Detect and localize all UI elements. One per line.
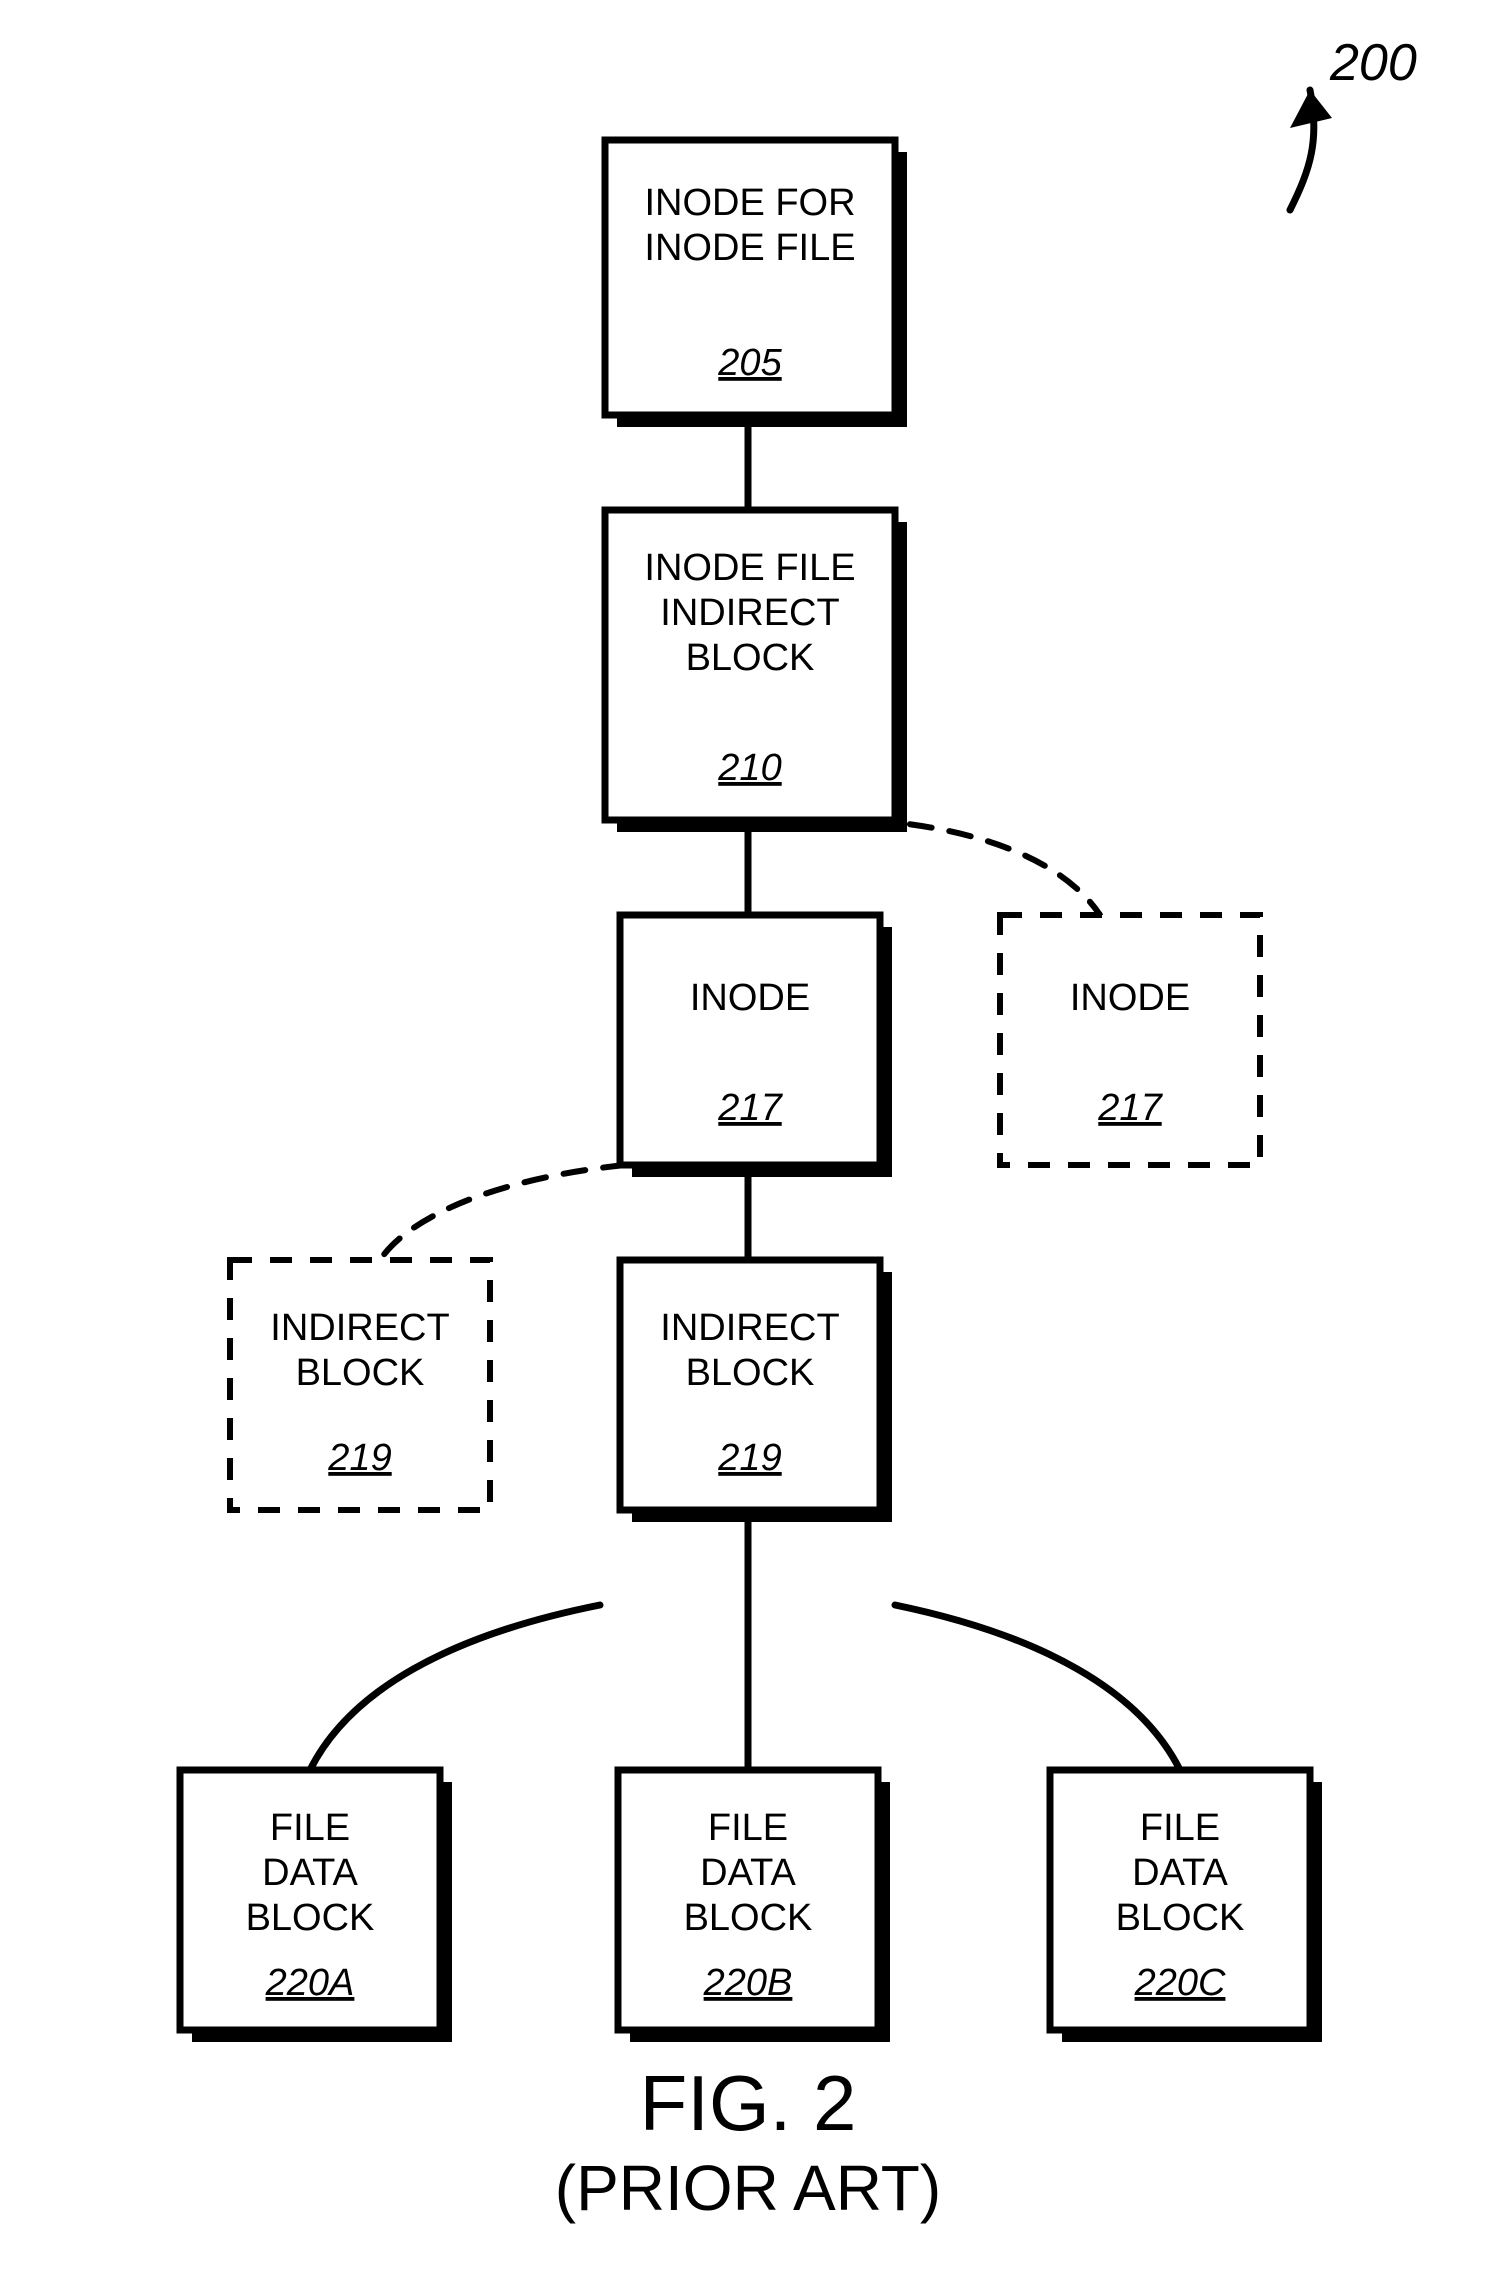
node-n205: INODE FORINODE FILE 205 <box>605 140 907 427</box>
figure-refnum: 200 <box>1329 34 1417 92</box>
node-label: FILE <box>270 1807 350 1849</box>
node-refnum: 220A <box>265 1962 355 2004</box>
node-label: BLOCK <box>686 1352 815 1394</box>
node-n217: INODE 217 <box>620 915 892 1177</box>
node-label: BLOCK <box>246 1897 375 1939</box>
node-refnum: 205 <box>717 342 782 384</box>
node-n219: INDIRECTBLOCK 219 <box>620 1260 892 1522</box>
node-label: INODE FILE <box>644 227 855 269</box>
node-refnum: 220B <box>703 1962 793 2004</box>
node-refnum: 210 <box>717 747 781 789</box>
node-label: FILE <box>708 1807 788 1849</box>
node-refnum: 220C <box>1134 1962 1226 2004</box>
node-label: DATA <box>1132 1852 1228 1894</box>
figure-subtitle: (PRIOR ART) <box>555 2152 941 2224</box>
pointer-arrowhead <box>1290 90 1332 128</box>
node-n220a: FILEDATABLOCK 220A <box>180 1770 452 2042</box>
node-label: INDIRECT <box>270 1307 449 1349</box>
node-label: BLOCK <box>686 637 815 679</box>
node-refnum: 219 <box>327 1437 391 1479</box>
edge-dashed <box>380 1165 625 1260</box>
node-label: BLOCK <box>684 1897 813 1939</box>
figure-caption: FIG. 2(PRIOR ART) <box>555 2059 941 2224</box>
node-n219d: INDIRECTBLOCK 219 <box>230 1260 490 1510</box>
figure-pointer: 200 <box>1290 34 1417 210</box>
node-label: INODE FOR <box>644 182 855 224</box>
node-label: BLOCK <box>1116 1897 1245 1939</box>
node-label: INODE <box>690 977 810 1019</box>
node-label: INODE FILE <box>644 547 855 589</box>
edge-solid <box>310 1605 600 1770</box>
figure-title: FIG. 2 <box>640 2059 857 2147</box>
edge-dashed <box>870 820 1100 915</box>
node-n217d: INODE 217 <box>1000 915 1260 1165</box>
node-label: BLOCK <box>296 1352 425 1394</box>
node-n220c: FILEDATABLOCK 220C <box>1050 1770 1322 2042</box>
node-label: INDIRECT <box>660 592 839 634</box>
edge-solid <box>895 1605 1180 1770</box>
node-label: FILE <box>1140 1807 1220 1849</box>
node-label: DATA <box>262 1852 358 1894</box>
node-label: INDIRECT <box>660 1307 839 1349</box>
node-n210: INODE FILEINDIRECTBLOCK 210 <box>605 510 907 832</box>
node-label: INODE <box>1070 977 1190 1019</box>
node-refnum: 217 <box>1097 1087 1163 1129</box>
node-refnum: 219 <box>717 1437 781 1479</box>
diagram-canvas: INODE FORINODE FILE205INODE FILEINDIRECT… <box>0 0 1496 2278</box>
node-refnum: 217 <box>717 1087 783 1129</box>
node-label: DATA <box>700 1852 796 1894</box>
node-n220b: FILEDATABLOCK 220B <box>618 1770 890 2042</box>
